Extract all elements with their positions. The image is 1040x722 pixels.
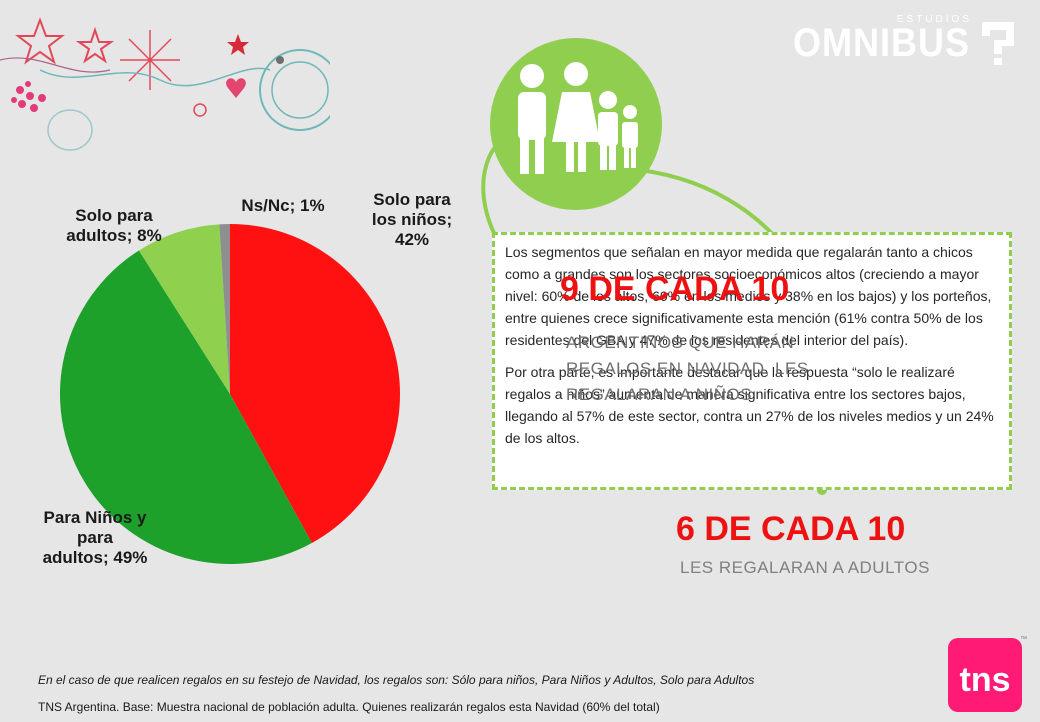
stat-nine-subtitle: ARGENTINOS QUE HARÁN REGALOS EN NAVIDAD,…	[566, 330, 866, 408]
stat-nine-subtitle-line-2: REGALOS EN NAVIDAD, LES	[566, 359, 809, 378]
pie-slice-ns-nc	[219, 224, 230, 394]
pie-slice-ninos-y-adultos	[60, 250, 312, 564]
question-mark-icon	[982, 22, 1014, 65]
insight-box: Los segmentos que señalan en mayor medid…	[492, 232, 1012, 490]
pie-label-ns-nc: Ns/Nc; 1%	[228, 196, 338, 216]
pie-label-line: adultos; 8%	[66, 226, 162, 245]
tns-logo: tns	[948, 638, 1022, 712]
pie-label-ninos-y-adultos: Para Niños y para adultos; 49%	[18, 508, 172, 568]
stat-nine-headline: 9 DE CADA 10	[560, 270, 790, 308]
family-icon	[490, 38, 662, 210]
pie-label-line: 42%	[394, 230, 430, 249]
pie-label-line: adultos; 49%	[42, 548, 148, 567]
brand-title: OMNIBUS	[793, 19, 970, 65]
pie-label-line: para	[77, 528, 113, 547]
pie-label-line: Para Niños y	[43, 508, 147, 527]
insight-paragraph-1: Los segmentos que señalan en mayor medid…	[505, 244, 992, 348]
brand-subtitle: ESTUDIOS	[896, 14, 972, 25]
pie-slice-solo-adultos	[138, 224, 230, 394]
pie-slice-solo-ninos	[230, 224, 400, 543]
pie-label-line: Solo para	[373, 190, 451, 209]
christmas-ornaments-decoration	[0, 17, 330, 151]
stat-six-headline: 6 DE CADA 10	[676, 510, 906, 548]
insight-paragraph-2: Por otra parte, es importante destacar q…	[505, 364, 994, 446]
survey-question: En el caso de que realicen regalos en su…	[38, 673, 755, 687]
pie-label-line: Solo para	[75, 206, 153, 225]
stat-nine-subtitle-line-1: ARGENTINOS QUE HARÁN	[566, 333, 795, 352]
pie-label-line: los niños;	[371, 210, 453, 229]
pie-label-line: Ns/Nc; 1%	[241, 196, 325, 215]
pie-label-solo-adultos: Solo para adultos; 8%	[44, 206, 184, 246]
stat-nine-subtitle-line-3: REGALARAN A NIÑOS	[566, 385, 753, 404]
trademark-symbol: ™	[1020, 636, 1027, 643]
stat-six-subtitle: LES REGALARAN A ADULTOS	[680, 558, 930, 577]
pie-label-solo-ninos: Solo para los niños; 42%	[362, 190, 462, 250]
source-note: TNS Argentina. Base: Muestra nacional de…	[38, 700, 660, 714]
